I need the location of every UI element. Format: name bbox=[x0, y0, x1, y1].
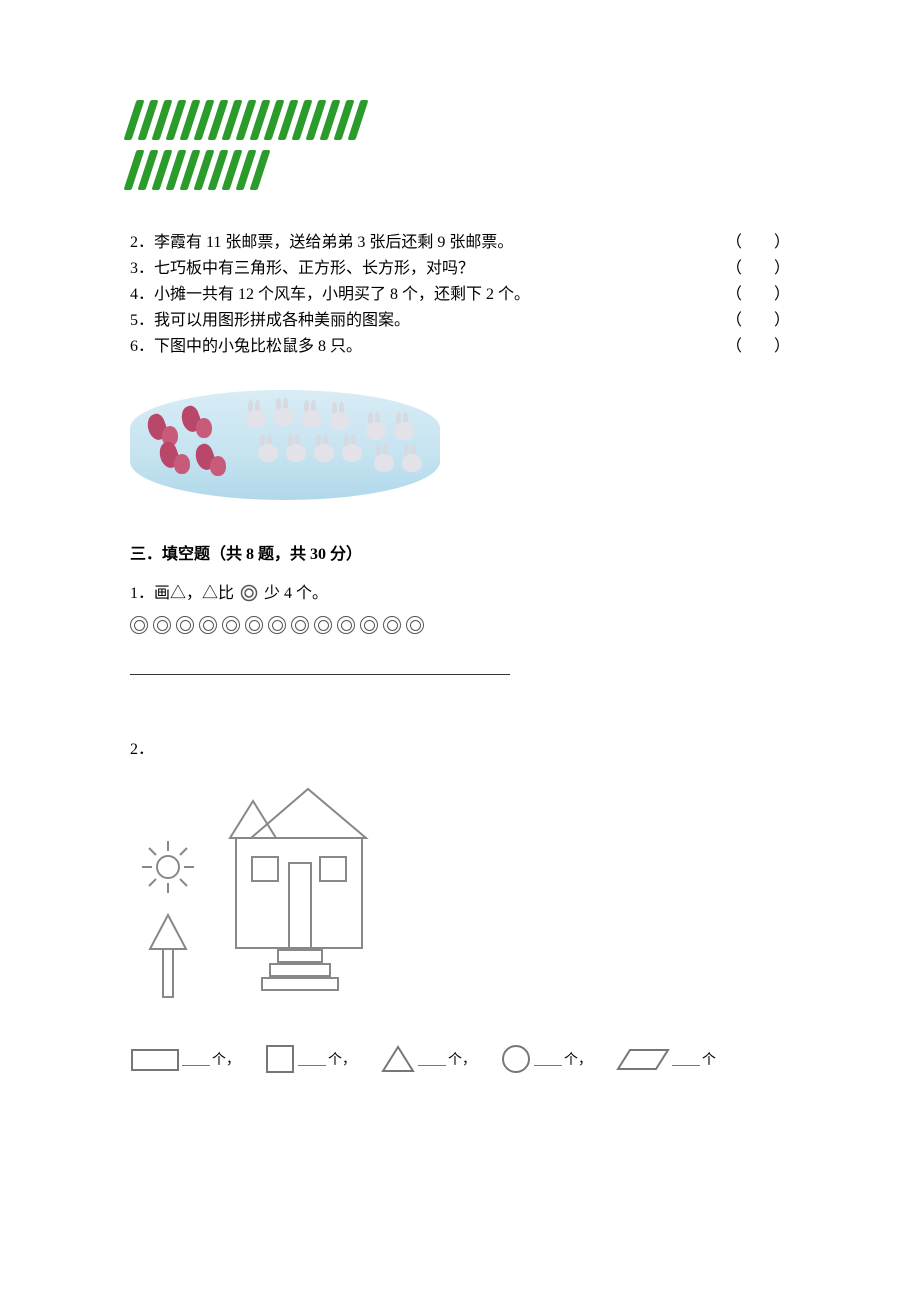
double-circle-icon bbox=[153, 616, 171, 634]
rabbit-icon bbox=[394, 420, 416, 444]
tf-question-text: 6．下图中的小兔比松鼠多 8 只。 bbox=[130, 334, 362, 360]
true-false-questions: 2．李霞有 11 张邮票，送给弟弟 3 张后还剩 9 张邮票。（ ）3．七巧板中… bbox=[130, 230, 790, 360]
squirrel-icon bbox=[188, 412, 216, 442]
triangle-blank bbox=[418, 1052, 446, 1066]
tf-question-5: 5．我可以用图形拼成各种美丽的图案。 （ ） bbox=[130, 308, 790, 334]
tree-icon bbox=[146, 913, 190, 1003]
rectangle-count: 个， bbox=[130, 1045, 240, 1073]
section-3-title: 三．填空题（共 8 题，共 30 分） bbox=[130, 540, 790, 564]
tf-question-blank: （ ） bbox=[726, 230, 790, 256]
circle-blank bbox=[534, 1052, 562, 1066]
rabbit-icon bbox=[274, 406, 296, 430]
rabbit-icon bbox=[330, 410, 352, 434]
tf-question-blank: （ ） bbox=[726, 308, 790, 334]
double-circle-icon bbox=[291, 616, 309, 634]
square-blank bbox=[298, 1052, 326, 1066]
rabbit-icon bbox=[258, 442, 280, 466]
rabbit-icon bbox=[246, 408, 268, 432]
tally-row-1 bbox=[130, 100, 790, 140]
double-circle-icon bbox=[245, 616, 263, 634]
tally-marks-figure bbox=[130, 100, 790, 190]
tf-question-4: 4．小摊一共有 12 个风车，小明买了 8 个，还剩下 2 个。 （ ） bbox=[130, 282, 790, 308]
parallelogram-blank bbox=[672, 1052, 700, 1066]
double-circle-icon bbox=[406, 616, 424, 634]
q1-suffix: 少 4 个。 bbox=[264, 585, 328, 602]
squirrel-icon bbox=[202, 450, 230, 480]
rabbit-icon bbox=[314, 442, 336, 466]
tf-question-blank: （ ） bbox=[726, 256, 790, 282]
double-circle-icon bbox=[240, 584, 258, 602]
sun-icon bbox=[140, 839, 196, 895]
tally-row-2 bbox=[130, 150, 790, 190]
circles-row bbox=[130, 616, 790, 634]
tf-question-3: 3．七巧板中有三角形、正方形、长方形，对吗？ （ ） bbox=[130, 256, 790, 282]
double-circle-icon bbox=[337, 616, 355, 634]
q1-prefix: 1．画△，△比 bbox=[130, 585, 234, 602]
rabbit-icon bbox=[302, 408, 324, 432]
shape-count-row: 个， 个， 个， 个， 个 bbox=[130, 1043, 790, 1075]
rabbit-icon bbox=[342, 442, 364, 466]
tf-question-2: 2．李霞有 11 张邮票，送给弟弟 3 张后还剩 9 张邮票。 （ ） bbox=[130, 230, 790, 256]
tf-question-blank: （ ） bbox=[726, 334, 790, 360]
circle-count: 个， bbox=[500, 1043, 592, 1075]
double-circle-icon bbox=[360, 616, 378, 634]
rabbit-icon bbox=[286, 442, 308, 466]
parallelogram-count: 个 bbox=[616, 1045, 716, 1073]
double-circle-icon bbox=[314, 616, 332, 634]
answer-blank-line bbox=[130, 674, 510, 675]
triangle-count: 个， bbox=[380, 1043, 476, 1075]
rabbit-icon bbox=[366, 420, 388, 444]
house-icon bbox=[216, 783, 386, 1003]
fill-q1: 1．画△，△比 少 4 个。 bbox=[130, 582, 790, 606]
double-circle-icon bbox=[199, 616, 217, 634]
tf-question-blank: （ ） bbox=[726, 282, 790, 308]
rectangle-blank bbox=[182, 1052, 210, 1066]
double-circle-icon bbox=[268, 616, 286, 634]
rabbit-icon bbox=[374, 452, 396, 476]
double-circle-icon bbox=[176, 616, 194, 634]
double-circle-icon bbox=[222, 616, 240, 634]
animals-figure bbox=[130, 390, 440, 500]
rabbit-icon bbox=[402, 452, 424, 476]
tf-question-text: 3．七巧板中有三角形、正方形、长方形，对吗？ bbox=[130, 256, 474, 282]
tf-question-text: 4．小摊一共有 12 个风车，小明买了 8 个，还剩下 2 个。 bbox=[130, 282, 530, 308]
fill-q2-label: 2． bbox=[130, 735, 790, 759]
tf-question-6: 6．下图中的小兔比松鼠多 8 只。 （ ） bbox=[130, 334, 790, 360]
tf-question-text: 2．李霞有 11 张邮票，送给弟弟 3 张后还剩 9 张邮票。 bbox=[130, 230, 513, 256]
double-circle-icon bbox=[130, 616, 148, 634]
tf-question-text: 5．我可以用图形拼成各种美丽的图案。 bbox=[130, 308, 410, 334]
double-circle-icon bbox=[383, 616, 401, 634]
square-count: 个， bbox=[264, 1043, 356, 1075]
house-scene-figure bbox=[140, 783, 790, 1003]
squirrel-icon bbox=[166, 448, 194, 478]
